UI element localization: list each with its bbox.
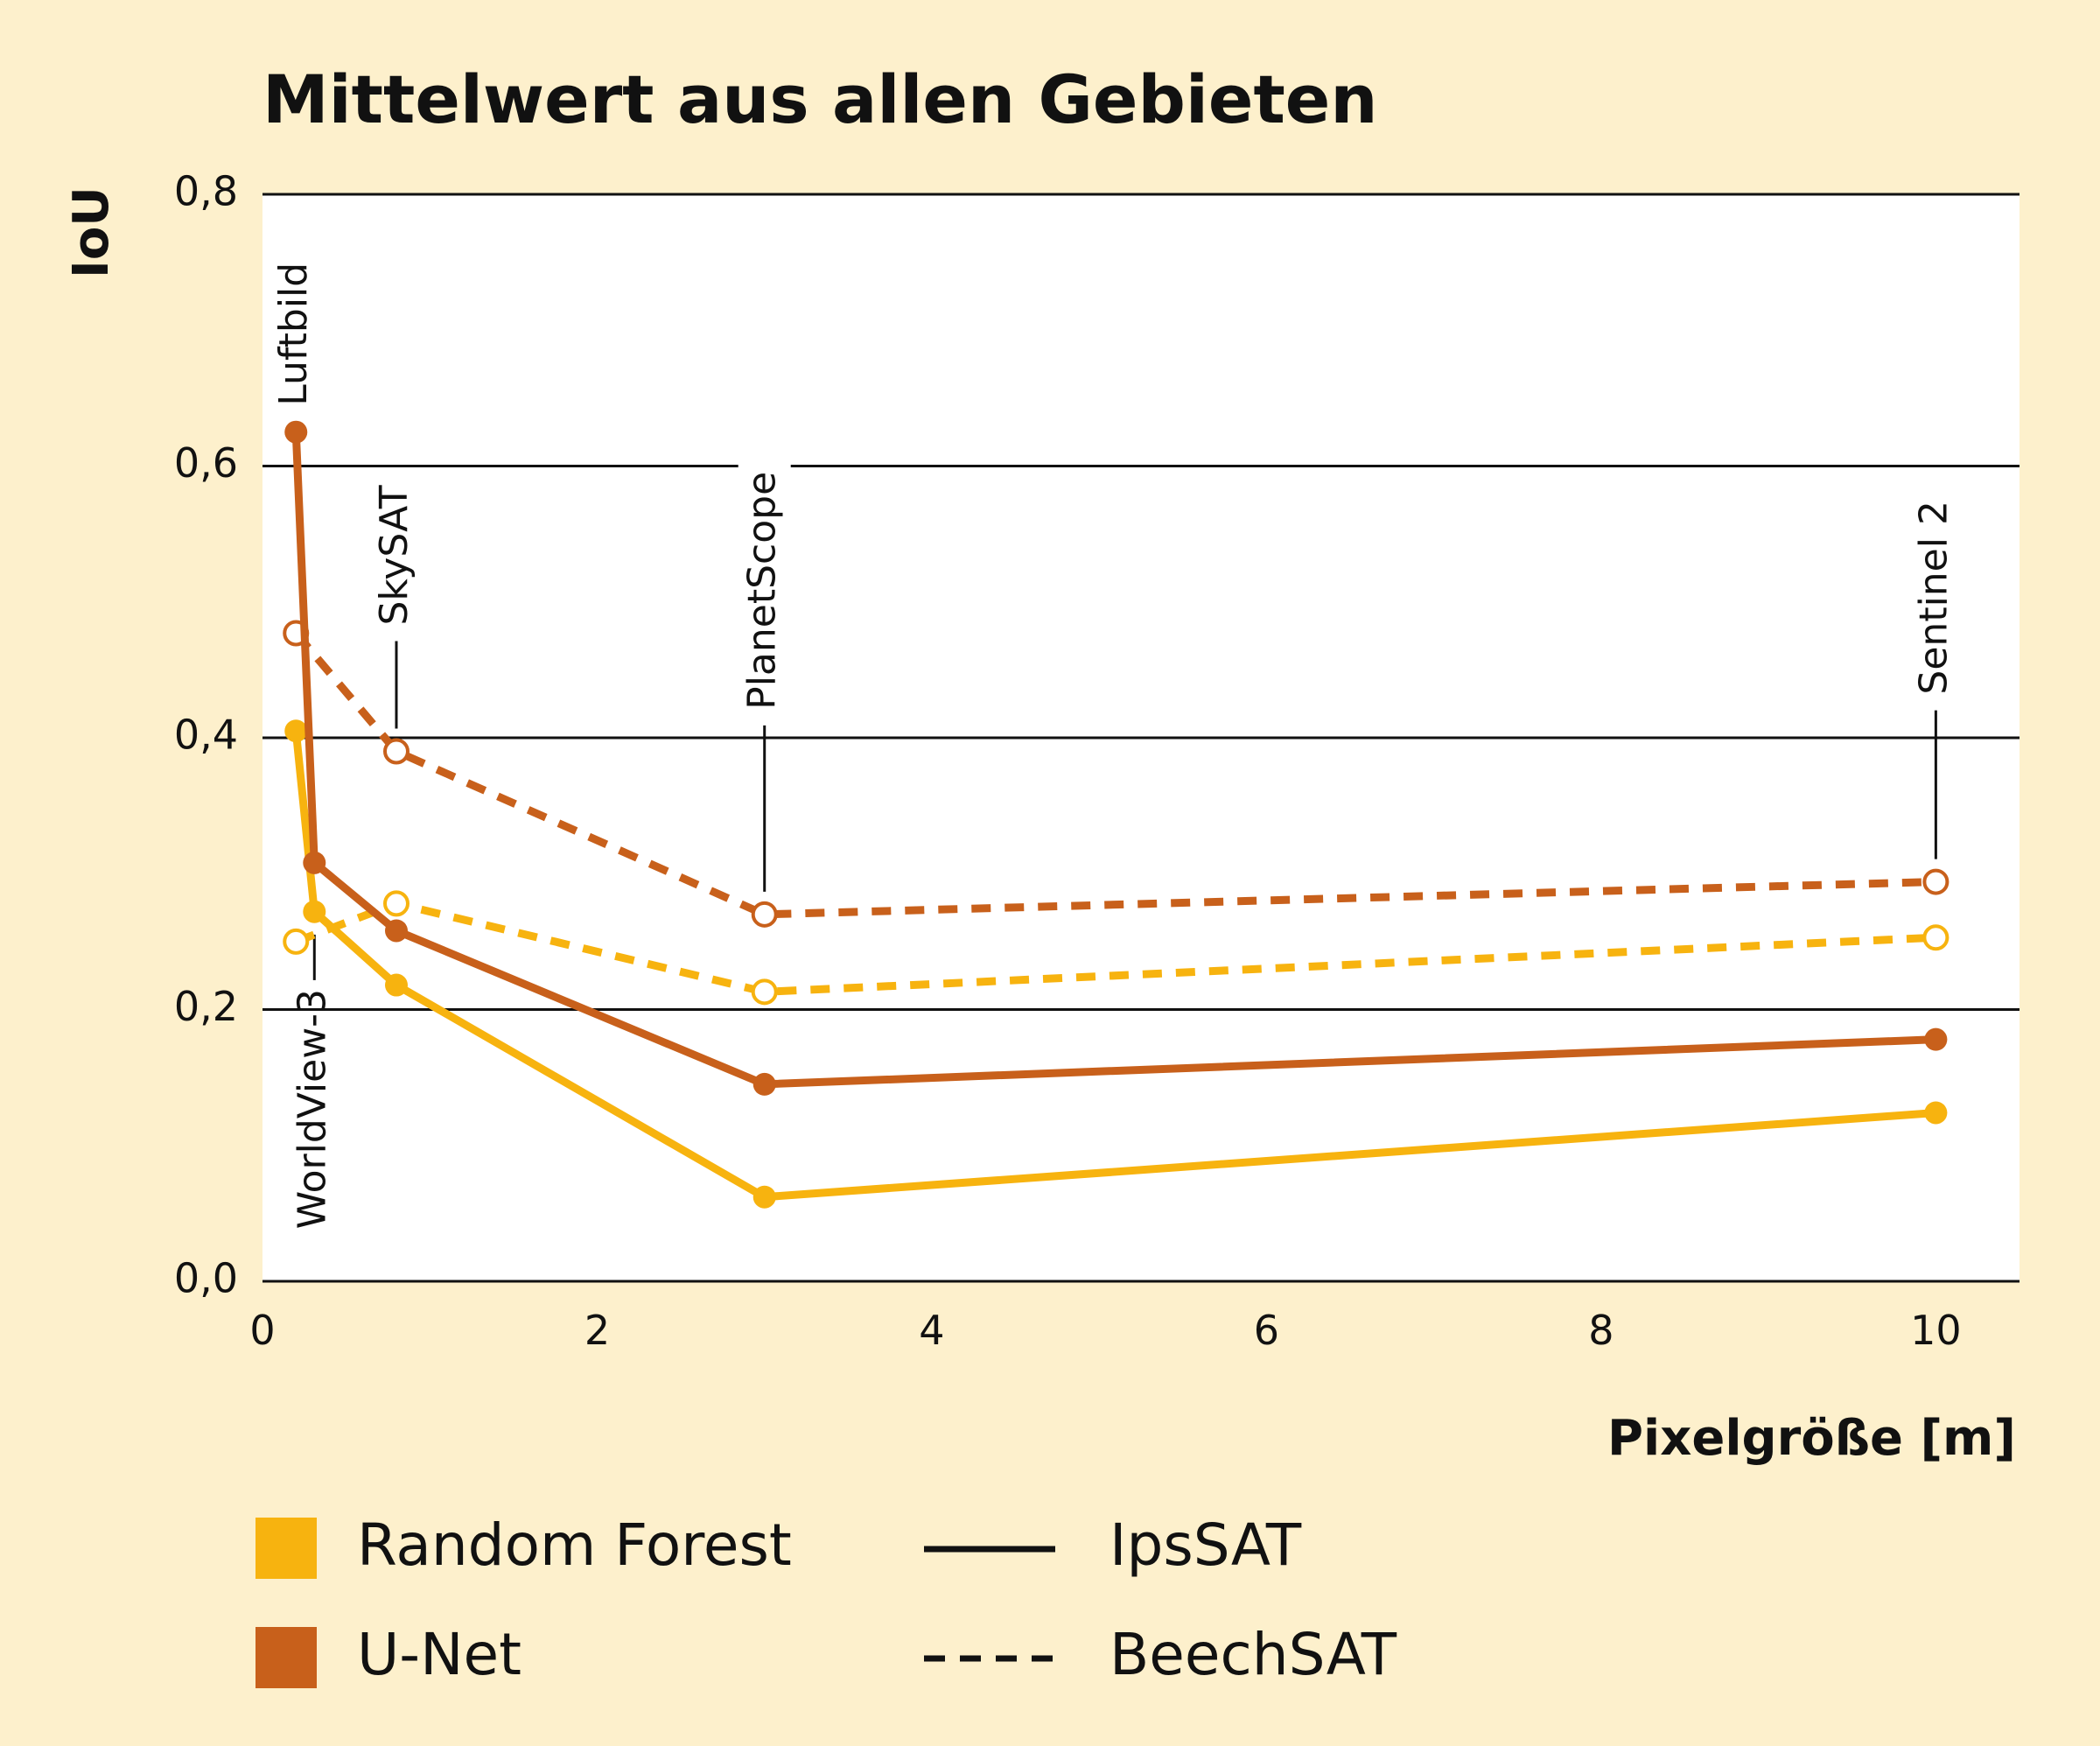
sensor-label: Luftbild <box>271 263 316 406</box>
legend-label: BeechSAT <box>1110 1621 1397 1688</box>
sensor-label: SkySAT <box>372 485 416 625</box>
series-line <box>294 899 1936 996</box>
data-point <box>384 919 408 943</box>
y-tick-label: 0,6 <box>174 439 238 487</box>
legend-label: Random Forest <box>357 1511 792 1579</box>
sensor-label: Sentinel 2 <box>1911 501 1956 695</box>
x-tick-label: 10 <box>1910 1307 1962 1354</box>
sensor-label-knockout <box>738 429 791 717</box>
data-point <box>751 978 778 1006</box>
x-tick-label: 2 <box>584 1307 610 1354</box>
y-axis-label: IoU <box>63 186 120 278</box>
sensor-label: WorldView-3 <box>290 989 334 1229</box>
sensor-labels: Luftbild WorldView-3 SkySAT PlanetScope Sent… <box>271 263 1956 1230</box>
y-tick-label: 0,2 <box>174 983 238 1030</box>
data-point <box>384 973 408 997</box>
data-point <box>752 1185 776 1209</box>
series-line <box>292 630 1936 919</box>
data-point <box>284 719 308 743</box>
gridlines <box>262 193 2020 1283</box>
data-point <box>1924 1101 1948 1125</box>
legend-swatch <box>256 1518 317 1579</box>
x-axis-label: Pixelgröße [m] <box>1607 1410 2016 1467</box>
data-point <box>382 890 410 917</box>
data-point <box>751 901 778 928</box>
y-tick-label: 0,8 <box>174 168 238 215</box>
data-point <box>283 928 310 955</box>
series-lines <box>283 420 1950 1209</box>
legend-label: U-Net <box>357 1621 522 1688</box>
data-point <box>1922 924 1950 951</box>
data-point <box>1922 868 1950 895</box>
x-tick-label: 6 <box>1254 1307 1279 1354</box>
data-point <box>382 738 410 765</box>
data-point <box>303 851 326 874</box>
sensor-label: PlanetScope <box>740 472 785 710</box>
chart-title: Mittelwert aus allen Gebieten <box>262 60 1377 138</box>
legend-swatch <box>256 1627 317 1688</box>
x-tick-label: 0 <box>249 1307 275 1354</box>
data-point <box>284 420 308 444</box>
data-point <box>303 900 326 923</box>
y-tick-label: 0,4 <box>174 712 238 759</box>
x-tick-label: 4 <box>919 1307 944 1354</box>
data-point <box>1924 1027 1948 1051</box>
data-point <box>752 1072 776 1096</box>
y-tick-label: 0,0 <box>174 1255 238 1302</box>
legend-label: IpsSAT <box>1110 1511 1302 1579</box>
legend: Random Forest U-Net IpsSAT BeechSAT <box>256 1511 1397 1688</box>
x-tick-label: 8 <box>1588 1307 1614 1354</box>
axes: 0,0 0,2 0,4 0,6 0,8 0 2 4 6 8 10 <box>174 168 1962 1355</box>
